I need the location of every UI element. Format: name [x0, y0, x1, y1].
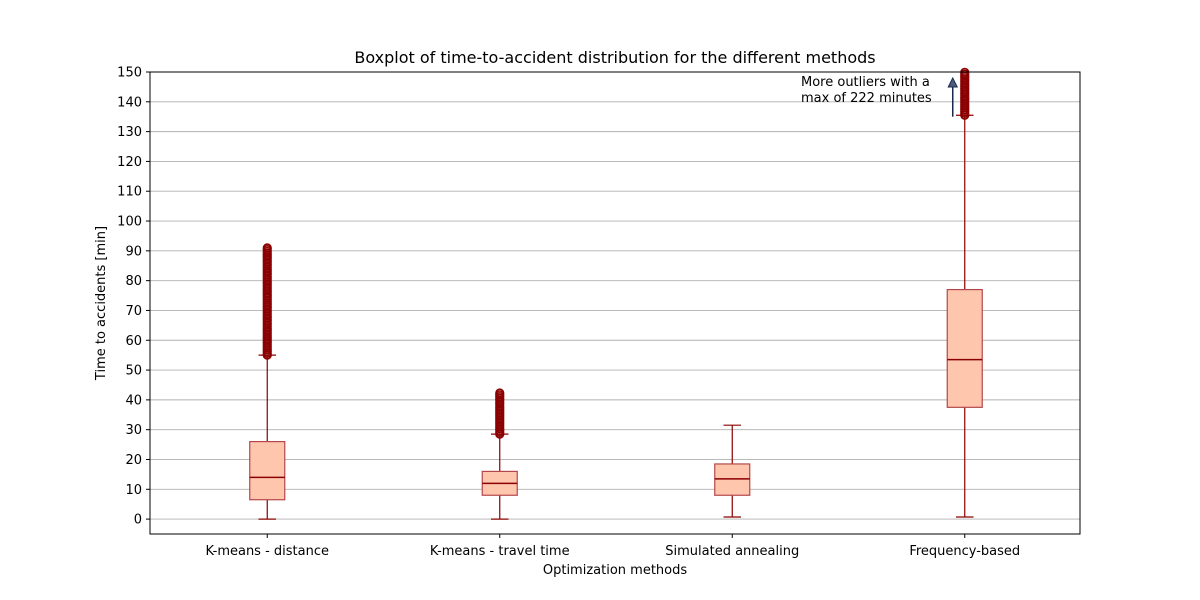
- y-tick-label: 30: [125, 423, 142, 438]
- x-tick-label: Frequency-based: [909, 544, 1020, 559]
- y-tick-label: 80: [125, 274, 142, 289]
- annotation-line-1: More outliers with a: [801, 75, 930, 90]
- y-tick-label: 70: [125, 304, 142, 319]
- y-tick-label: 10: [125, 483, 142, 498]
- x-ticks: K-means - distance K-means - travel time S…: [205, 534, 1020, 559]
- chart-title: Boxplot of time-to-accident distribution…: [354, 48, 875, 67]
- y-tick-label: 20: [125, 453, 142, 468]
- annotation-line-2: max of 222 minutes: [801, 91, 932, 106]
- y-tick-label: 130: [117, 125, 142, 140]
- box-iqr: [249, 441, 286, 501]
- y-tick-label: 40: [125, 393, 142, 408]
- y-tick-label: 0: [134, 513, 142, 528]
- y-tick-label: 140: [117, 95, 142, 110]
- box-group: [946, 67, 983, 518]
- annotation: More outliers with a max of 222 minutes: [801, 75, 959, 117]
- box-group: [481, 388, 518, 520]
- y-tick-label: 90: [125, 244, 142, 259]
- y-axis-title: Time to accidents [min]: [94, 226, 109, 381]
- plot-frame: [149, 71, 1081, 535]
- y-tick-label: 50: [125, 364, 142, 379]
- box-group: [714, 424, 751, 518]
- y-ticks: 0 10 20 30 40 50 60 70 80 90 100 110 120 130 140 150: [117, 66, 150, 528]
- boxes-layer: [249, 67, 983, 520]
- y-tick-label: 60: [125, 334, 142, 349]
- box-group: [249, 243, 286, 520]
- outlier-point: [495, 388, 505, 398]
- x-axis-title: Optimization methods: [543, 563, 687, 578]
- x-tick-label: K-means - travel time: [430, 544, 570, 559]
- annotation-arrow-head: [947, 76, 959, 88]
- x-tick-label: K-means - distance: [205, 544, 329, 559]
- y-tick-label: 120: [117, 155, 142, 170]
- y-tick-label: 110: [117, 185, 142, 200]
- x-tick-label: Simulated annealing: [665, 544, 799, 559]
- outlier-point: [262, 243, 272, 253]
- box-iqr: [946, 288, 983, 408]
- y-tick-label: 100: [117, 215, 142, 230]
- y-tick-label: 150: [117, 66, 142, 81]
- grid-lines: [150, 71, 1080, 520]
